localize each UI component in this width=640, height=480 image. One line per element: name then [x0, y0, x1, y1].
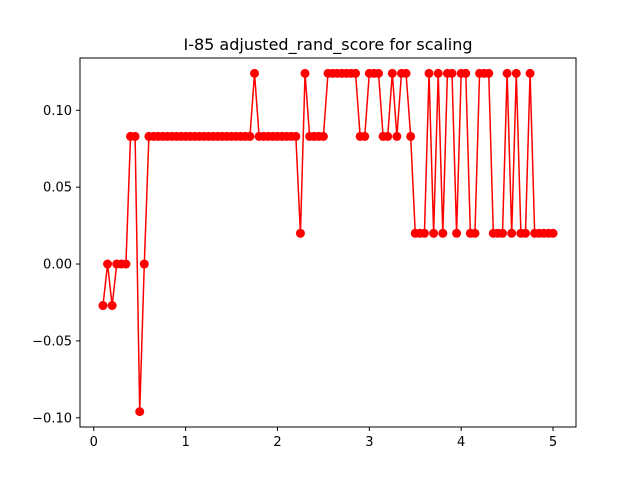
data-point [98, 301, 108, 311]
data-point [300, 68, 310, 78]
x-tick-label: 0 [90, 435, 98, 450]
axes: 0 1 2 3 4 5 −0.10 −0.05 0.00 0.05 0.10 [32, 104, 557, 450]
x-tick-label: 5 [549, 435, 557, 450]
y-tick-label: 0.00 [43, 258, 72, 273]
y-tick-label: −0.05 [32, 334, 72, 349]
data-point [447, 68, 457, 78]
data-point [392, 131, 402, 141]
data-point [452, 228, 462, 238]
data-point [318, 131, 328, 141]
x-tick-label: 2 [273, 435, 281, 450]
data-point [250, 68, 260, 78]
y-tick-label: −0.10 [32, 411, 72, 426]
data-point [139, 259, 149, 269]
data-point [103, 259, 113, 269]
data-point [433, 68, 443, 78]
data-point [484, 68, 494, 78]
x-tick-label: 1 [181, 435, 189, 450]
y-tick-label: 0.10 [43, 104, 72, 119]
y-tick-label: 0.05 [43, 181, 72, 196]
data-point [135, 407, 145, 417]
data-point [438, 228, 448, 238]
data-point [520, 228, 530, 238]
data-point [419, 228, 429, 238]
data-point [507, 228, 517, 238]
data-point [401, 68, 411, 78]
data-point [461, 68, 471, 78]
data-point [121, 259, 131, 269]
data-point [245, 131, 255, 141]
data-point [383, 131, 393, 141]
data-point [374, 68, 384, 78]
x-tick-label: 3 [365, 435, 373, 450]
data-point [548, 228, 558, 238]
plot-area [98, 68, 558, 417]
data-point [502, 68, 512, 78]
data-point [295, 228, 305, 238]
plot-frame [79, 57, 577, 428]
data-point [387, 68, 397, 78]
data-point [291, 131, 301, 141]
data-point [406, 131, 416, 141]
data-point [498, 228, 508, 238]
data-point [511, 68, 521, 78]
chart-title: I-85 adjusted_rand_score for scaling [183, 35, 472, 55]
data-point [525, 68, 535, 78]
x-tick-label: 4 [457, 435, 465, 450]
data-point [107, 301, 117, 311]
data-point [351, 68, 361, 78]
data-point [360, 131, 370, 141]
data-point [470, 228, 480, 238]
data-point [130, 131, 140, 141]
data-point [429, 228, 439, 238]
data-point [424, 68, 434, 78]
